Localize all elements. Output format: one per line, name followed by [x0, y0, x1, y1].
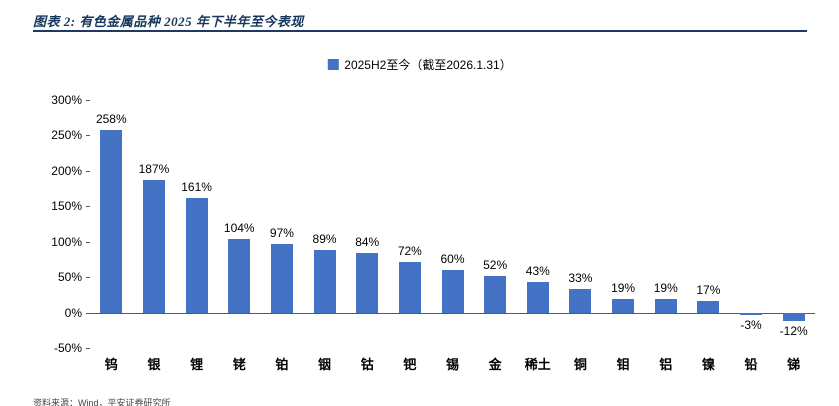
- x-axis-category-label: 铟: [318, 357, 332, 372]
- bar-银: [142, 180, 165, 313]
- y-axis-tickmark: [86, 277, 90, 279]
- bar-value-label: 17%: [696, 282, 721, 297]
- bar-锂: [185, 198, 208, 313]
- bar-value-label: 97%: [269, 225, 294, 240]
- figure-title: 图表 2: 有色金属品种 2025 年下半年至今表现: [33, 14, 304, 29]
- bar-锡: [441, 270, 464, 313]
- bar-钯: [398, 261, 421, 313]
- legend-label: 2025H2至今（截至2026.1.31）: [344, 58, 512, 72]
- bar-稀土: [526, 282, 549, 313]
- bar-铂: [270, 243, 293, 313]
- bar-铑: [228, 238, 251, 313]
- plot-area: 300% 250% 200% 150% 100% 50% 0% -50% 258% 钨 187% 银 1…: [0, 34, 839, 406]
- bar-钼: [612, 299, 635, 313]
- y-axis-tick-label: 50%: [57, 270, 82, 285]
- bar-value-label: 161%: [181, 180, 212, 195]
- y-axis-tickmark: [86, 206, 90, 208]
- x-axis-category-label: 钯: [403, 357, 417, 372]
- x-axis-category-label: 锑: [787, 357, 801, 372]
- y-axis-tick-label: 150%: [51, 199, 82, 214]
- x-axis-category-label: 钨: [104, 357, 118, 372]
- x-axis-category-label: 金: [488, 357, 502, 372]
- bar-value-label: 52%: [483, 257, 508, 272]
- y-axis-tick-label: 100%: [51, 234, 82, 249]
- y-axis-tick-label: 0%: [64, 305, 82, 320]
- x-axis-category-label: 铂: [275, 357, 289, 372]
- y-axis-tickmark: [86, 241, 90, 243]
- bar-铟: [313, 249, 336, 313]
- chart-legend: 2025H2至今（截至2026.1.31）: [327, 56, 512, 73]
- bar-value-label: 19%: [611, 281, 636, 296]
- bar-金: [484, 275, 507, 313]
- x-axis-category-label: 锂: [190, 357, 204, 372]
- bar-value-label: 187%: [138, 162, 170, 177]
- bar-value-label: 72%: [397, 243, 422, 258]
- bar-镍: [697, 300, 720, 313]
- y-axis-tickmark: [86, 135, 90, 137]
- bar-value-label: 60%: [440, 252, 465, 267]
- title-underline: [33, 30, 807, 32]
- bar-chart: 2025H2至今（截至2026.1.31） 300% 250% 200% 150% 10…: [0, 34, 839, 374]
- y-axis-tick-label: 200%: [51, 163, 82, 178]
- y-axis-tickmark: [86, 348, 90, 349]
- bar-钨: [100, 129, 123, 313]
- bar-value-label: 104%: [223, 220, 255, 235]
- bar-value-label: 84%: [355, 235, 380, 250]
- legend-swatch: [327, 59, 339, 70]
- y-axis-tick-label: 300%: [51, 93, 82, 107]
- x-axis-category-label: 钼: [616, 357, 630, 372]
- source-note: 资料来源：Wind，平安证券研究所: [33, 398, 171, 406]
- bar-value-label: 258%: [95, 111, 127, 126]
- bar-value-label: 89%: [312, 231, 337, 246]
- bar-钴: [356, 253, 379, 313]
- bar-value-label: 19%: [653, 281, 678, 296]
- y-axis-tickmark: [86, 312, 90, 314]
- x-axis-category-label: 镍: [701, 357, 715, 372]
- bar-锑: [782, 312, 805, 322]
- x-axis-category-label: 钴: [360, 357, 374, 372]
- bar-铜: [569, 289, 592, 313]
- x-axis-category-label: 稀土: [524, 357, 551, 372]
- bar-value-label: -12%: [779, 324, 808, 339]
- x-axis-category-label: 锡: [445, 357, 459, 372]
- bar-铅: [740, 312, 763, 315]
- x-axis-category-label: 铜: [573, 357, 587, 372]
- x-axis-line: [90, 312, 815, 314]
- bar-value-label: 33%: [568, 271, 593, 286]
- y-axis-tickmark: [86, 170, 90, 172]
- y-axis-tickmark: [86, 100, 90, 101]
- x-axis-category-label: 铝: [659, 357, 673, 372]
- bar-value-label: 43%: [525, 264, 550, 279]
- x-axis-category-label: 银: [147, 357, 161, 372]
- bar-铝: [654, 299, 677, 313]
- x-axis-category-label: 铅: [744, 357, 758, 372]
- y-axis-tick-label: 250%: [51, 128, 82, 143]
- y-axis-tick-label: -50%: [53, 341, 82, 355]
- bar-value-label: -3%: [740, 317, 762, 332]
- x-axis-category-label: 铑: [232, 357, 246, 372]
